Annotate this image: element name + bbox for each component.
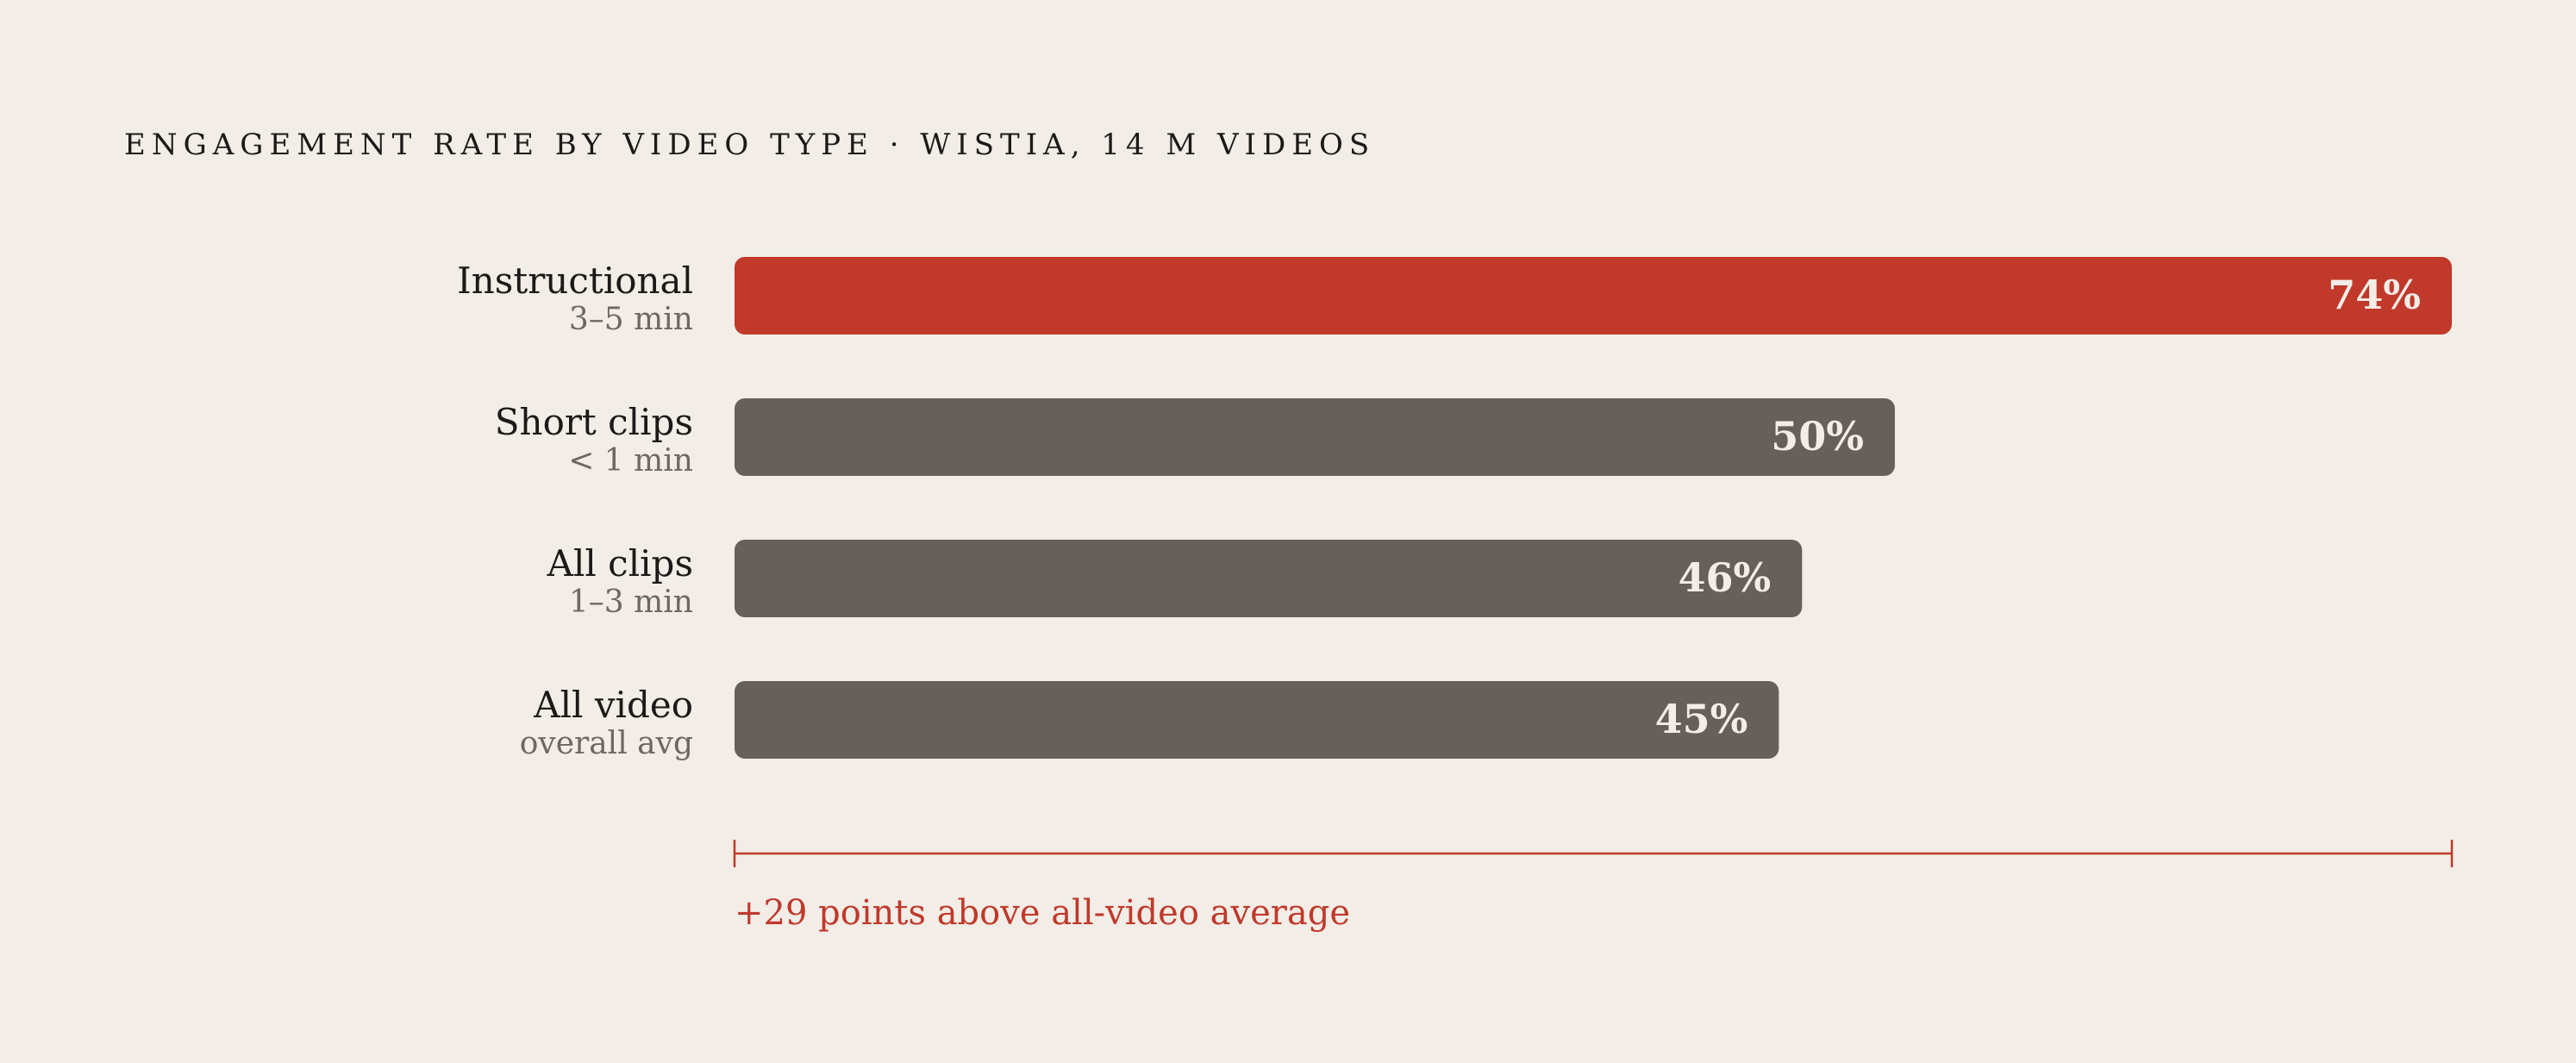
chart-title: ENGAGEMENT RATE BY VIDEO TYPE · WISTIA, … [124, 128, 1376, 162]
bar-highlight [735, 257, 2452, 335]
category-sublabel: overall avg [520, 726, 693, 761]
bar [735, 681, 1779, 759]
category-label: Short clips [495, 401, 693, 443]
category-sublabel: < 1 min [568, 443, 693, 478]
category-label: Instructional [457, 259, 693, 302]
value-label: 50% [1771, 413, 1864, 460]
bar [735, 398, 1895, 476]
category-label: All clips [547, 542, 693, 585]
bar [735, 540, 1803, 617]
category-label: All video [533, 684, 693, 726]
value-label: 46% [1679, 554, 1772, 601]
annotation-text: +29 points above all-video average [735, 893, 1350, 933]
value-label: 74% [2328, 272, 2421, 318]
category-sublabel: 3–5 min [569, 302, 693, 337]
category-sublabel: 1–3 min [569, 585, 693, 620]
value-label: 45% [1655, 696, 1748, 742]
